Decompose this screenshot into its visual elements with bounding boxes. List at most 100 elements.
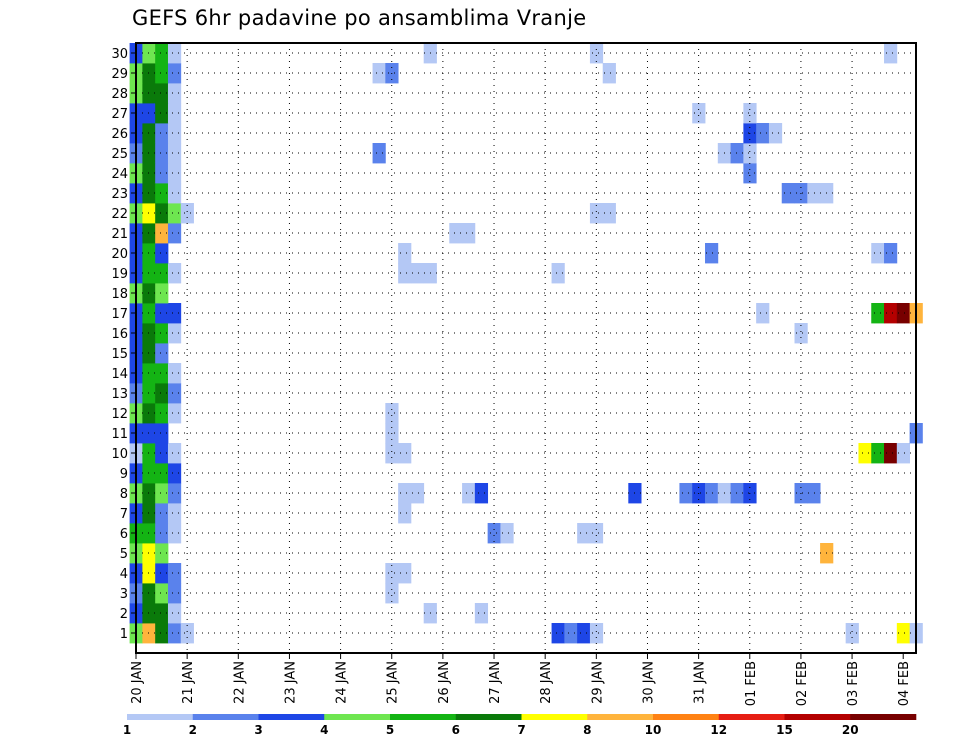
heatmap-cell	[155, 243, 169, 264]
heatmap-cell	[794, 323, 808, 344]
y-tick-label: 29	[111, 67, 128, 82]
y-tick-label: 21	[111, 227, 128, 242]
y-tick-label: 4	[120, 567, 128, 582]
heatmap-cell	[155, 303, 169, 324]
colorbar-legend: 1 2 3 4 5 6 7 8 10 12 15 20	[123, 714, 917, 737]
heatmap-cell	[398, 503, 412, 524]
heatmap-cell	[155, 403, 169, 424]
heatmap-cell	[155, 203, 169, 224]
heatmap-cell	[155, 63, 169, 84]
heatmap-cell	[155, 163, 169, 184]
heatmap-cell	[589, 203, 604, 224]
heatmap-cell	[155, 223, 169, 244]
y-tick-label: 9	[120, 467, 128, 482]
heatmap-cell	[155, 523, 169, 544]
heatmap-cell	[155, 43, 169, 64]
heatmap-cell	[462, 223, 476, 244]
heatmap-cell	[167, 403, 182, 424]
heatmap-cell	[871, 243, 885, 264]
x-tick-label: 27 JAN	[488, 661, 503, 704]
x-tick-label: 04 FEB	[897, 661, 912, 706]
y-tick-label: 12	[111, 407, 128, 422]
heatmap-cell	[155, 143, 169, 164]
heatmap-cell	[884, 443, 898, 464]
heatmap-cell	[564, 623, 578, 644]
heatmap-cell	[385, 403, 399, 424]
heatmap-cell	[167, 503, 182, 524]
x-tick-label: 03 FEB	[846, 661, 861, 706]
heatmap-cell	[167, 583, 182, 604]
heatmap-cell	[577, 523, 591, 544]
x-tick-label: 23 JAN	[283, 661, 298, 704]
y-tick-label: 24	[111, 167, 128, 182]
heatmap-cell	[577, 623, 591, 644]
heatmap-cell	[743, 103, 757, 124]
heatmap-cell	[410, 263, 425, 284]
heatmap-cell	[589, 523, 604, 544]
heatmap-cell	[385, 443, 399, 464]
heatmap-cell	[155, 603, 169, 624]
heatmap-cell	[155, 263, 169, 284]
plot-frame	[135, 42, 917, 654]
heatmap-cell	[602, 203, 616, 224]
colorbar-swatch	[258, 714, 325, 720]
heatmap-cell	[768, 123, 783, 144]
colorbar-swatch	[718, 714, 785, 720]
heatmap-cell	[155, 623, 169, 644]
heatmap-cell	[398, 563, 412, 584]
heatmap-cell	[474, 603, 489, 624]
colorbar-label: 6	[452, 723, 460, 737]
x-tick-label: 26 JAN	[437, 661, 452, 704]
heatmap-cell	[167, 223, 182, 244]
heatmap-cell	[167, 523, 182, 544]
y-tick-label: 11	[111, 427, 128, 442]
colorbar-swatch	[455, 714, 522, 720]
heatmap-cell	[167, 443, 182, 464]
x-axis: 20 JAN 21 JAN 22 JAN 23 JAN 24 JAN 25 JAN 26 J…	[130, 653, 912, 706]
heatmap-cell	[884, 303, 898, 324]
heatmap-cell	[756, 303, 770, 324]
x-tick-label: 29 JAN	[590, 661, 605, 704]
y-tick-label: 3	[120, 587, 128, 602]
y-axis: 1234567891011121314151617181920212223242…	[111, 47, 136, 642]
heatmap-cell	[167, 563, 182, 584]
heatmap-cell	[155, 563, 169, 584]
y-tick-label: 23	[111, 187, 128, 202]
heatmap-cell	[807, 183, 821, 204]
y-tick-label: 28	[111, 87, 128, 102]
heatmap-cell	[372, 143, 386, 164]
heatmap-cell	[167, 363, 182, 384]
colorbar-swatch	[127, 714, 194, 720]
heatmap-cell	[500, 523, 514, 544]
y-tick-label: 5	[120, 547, 128, 562]
heatmap-cell	[180, 203, 194, 224]
heatmap-cell	[756, 123, 770, 144]
heatmap-cell	[167, 143, 182, 164]
heatmap-cell	[807, 483, 821, 504]
colorbar-label: 20	[842, 723, 859, 737]
colorbar-swatch	[587, 714, 654, 720]
heatmap-cell	[155, 363, 169, 384]
colorbar-label: 1	[123, 723, 131, 737]
heatmap-cell	[589, 623, 604, 644]
heatmap-cell	[167, 203, 182, 224]
heatmap-cell	[845, 623, 859, 644]
heatmap-cell	[730, 483, 744, 504]
heatmap-cell	[858, 443, 872, 464]
heatmap-cell	[180, 623, 194, 644]
colorbar-swatch	[390, 714, 457, 720]
y-tick-label: 25	[111, 147, 128, 162]
grid-lines	[136, 43, 916, 653]
colorbar-swatch	[521, 714, 588, 720]
y-tick-label: 19	[111, 267, 128, 282]
heatmap-cell	[155, 183, 169, 204]
heatmap-cell	[372, 63, 386, 84]
colorbar-label: 8	[583, 723, 591, 737]
heatmap-cell	[896, 623, 911, 644]
y-tick-label: 8	[120, 487, 128, 502]
chart-title: GEFS 6hr padavine po ansamblima Vranje	[132, 6, 587, 30]
heatmap-cell	[167, 303, 182, 324]
colorbar-label: 10	[645, 723, 662, 737]
y-tick-label: 13	[111, 387, 128, 402]
